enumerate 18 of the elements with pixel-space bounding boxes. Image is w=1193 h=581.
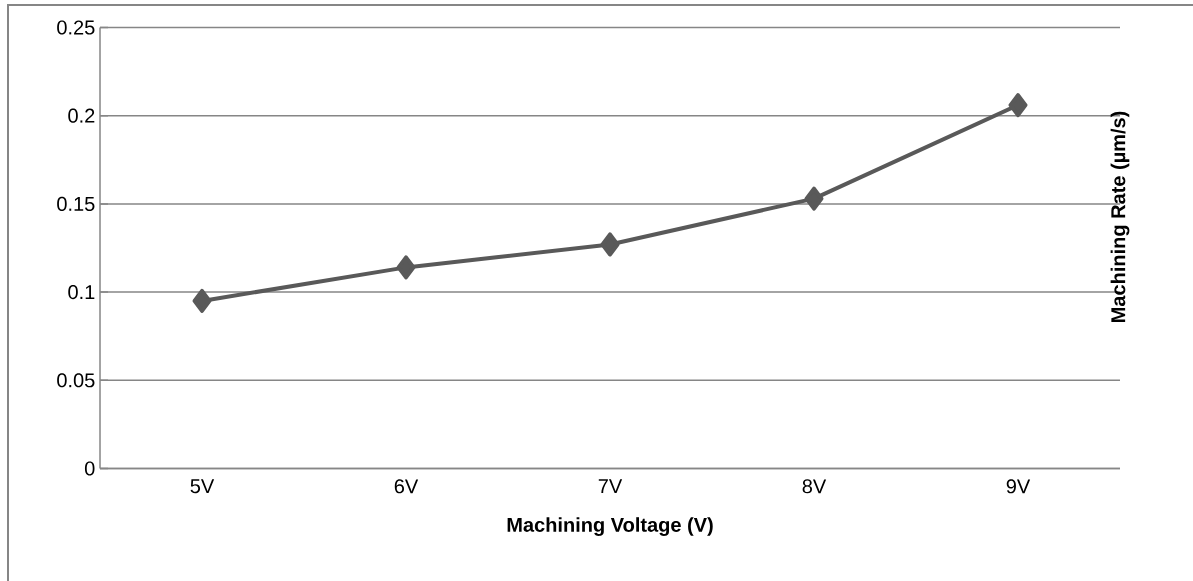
y-tick-label: 0	[84, 461, 95, 476]
y-tick-label: 0.05	[57, 373, 95, 388]
x-tick-label: 6V	[394, 479, 419, 494]
x-axis-title: Machining Voltage (V)	[507, 517, 713, 536]
y-tick-label: 0.2	[68, 108, 95, 123]
point	[1008, 93, 1028, 118]
point	[396, 255, 416, 280]
x-tick-label: 9V	[1006, 479, 1031, 494]
x-tick-label: 7V	[598, 479, 623, 493]
y-tick-label: 0.25	[57, 20, 95, 35]
point	[804, 186, 824, 211]
point	[192, 288, 212, 313]
y-tick-label: 0.1	[68, 285, 95, 300]
x-tick-label: 5V	[190, 479, 215, 494]
y-axis-title: Machining Rate (µm/s)	[1110, 111, 1130, 322]
x-tick-label: 8V	[802, 479, 827, 494]
point	[600, 232, 620, 257]
y-tick-label: 0.15	[57, 196, 95, 211]
